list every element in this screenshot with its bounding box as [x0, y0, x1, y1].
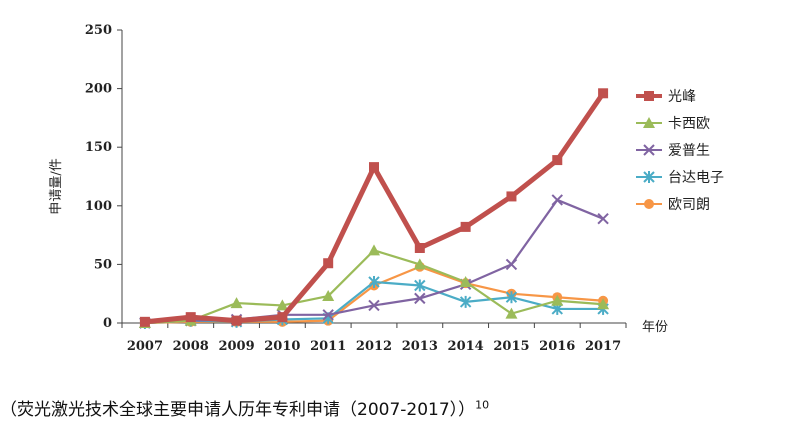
series-point: [368, 244, 380, 256]
legend-item: 爱普生: [636, 143, 710, 159]
series-point: [552, 155, 563, 166]
x-tick-label: 2008: [173, 339, 209, 354]
x-tick-label: 2010: [264, 339, 300, 354]
legend-label: 卡西欧: [668, 116, 710, 132]
series-point-stroke: [368, 299, 380, 312]
figure-caption: （荧光激光技术全球主要申请人历年专利申请（2007-2017））10: [0, 395, 800, 420]
legend-label: 爱普生: [668, 143, 710, 159]
legend-marker: [644, 199, 654, 209]
series-point: [551, 294, 564, 306]
x-tick-label: 2016: [539, 339, 575, 354]
series-point: [597, 212, 609, 225]
series-point: [597, 298, 610, 310]
series-point: [505, 291, 518, 304]
x-tick-label: 2007: [127, 339, 163, 354]
series-point: [368, 299, 380, 312]
y-tick-label: 200: [85, 82, 112, 97]
legend-marker: [644, 91, 654, 101]
series-point: [414, 292, 426, 305]
series-point: [505, 258, 518, 271]
series-point: [231, 315, 242, 326]
y-tick-label: 150: [85, 140, 112, 155]
series-point: [413, 258, 426, 270]
x-tick-label: 2012: [356, 339, 392, 354]
legend-label: 台达电子: [668, 170, 724, 186]
series-point-stroke: [551, 194, 563, 206]
legend-item: 欧司朗: [636, 197, 710, 213]
legend-label: 光峰: [668, 89, 696, 105]
series-point: [505, 307, 518, 319]
legend-marker-stroke: [643, 144, 655, 156]
x-tick-label: 2015: [493, 339, 529, 354]
series-point: [368, 275, 380, 288]
series-point: [322, 309, 334, 321]
series-point: [598, 88, 609, 99]
series-point: [459, 275, 472, 287]
x-tick-label: 2009: [218, 339, 254, 354]
legend-item: 光峰: [636, 89, 696, 105]
y-tick-label: 50: [94, 257, 112, 272]
y-tick-label: 100: [85, 199, 112, 214]
series-line: [144, 265, 604, 325]
chart-series-layer: [138, 88, 610, 329]
series-point: [414, 279, 426, 292]
y-tick-label: 250: [85, 23, 112, 38]
x-tick-label: 2011: [310, 339, 346, 354]
series-point-stroke: [597, 212, 609, 225]
legend-item: 卡西欧: [636, 116, 710, 132]
series-point: [506, 191, 517, 202]
series-point: [276, 299, 289, 311]
series-point: [139, 316, 150, 327]
y-tick-label: 0: [103, 316, 112, 331]
series-point: [185, 312, 196, 323]
legend-marker: [643, 144, 655, 156]
legend-label: 欧司朗: [668, 197, 710, 213]
x-axis-title: 年份: [642, 320, 668, 335]
series-point: [459, 295, 472, 308]
series-3: [139, 194, 609, 329]
series-point: [369, 162, 379, 173]
series-point: [322, 290, 335, 302]
series-point: [230, 297, 243, 309]
x-tick-label: 2014: [448, 339, 484, 354]
series-point-stroke: [414, 292, 426, 305]
figure-caption-text: （荧光激光技术全球主要申请人历年专利申请（2007-2017））: [0, 400, 476, 420]
legend-item: 台达电子: [636, 170, 724, 186]
legend-marker: [643, 117, 655, 128]
figure-caption-ref: 10: [475, 398, 490, 412]
series-point: [551, 194, 563, 206]
series-point: [323, 258, 334, 269]
series-point: [277, 312, 288, 323]
y-axis-title: 申请量/件: [49, 158, 64, 214]
x-tick-label: 2017: [585, 339, 621, 354]
series-point-stroke: [322, 309, 334, 321]
legend-marker: [643, 171, 655, 183]
series-1: [139, 88, 609, 327]
series-point: [460, 221, 471, 232]
x-tick-label: 2013: [402, 339, 438, 354]
series-point-stroke: [505, 258, 518, 271]
chart-axes: 0 50 100 150 200 250 2007 2008 2009 2010 2011 2012 2…: [49, 23, 668, 354]
series-point: [414, 242, 425, 253]
